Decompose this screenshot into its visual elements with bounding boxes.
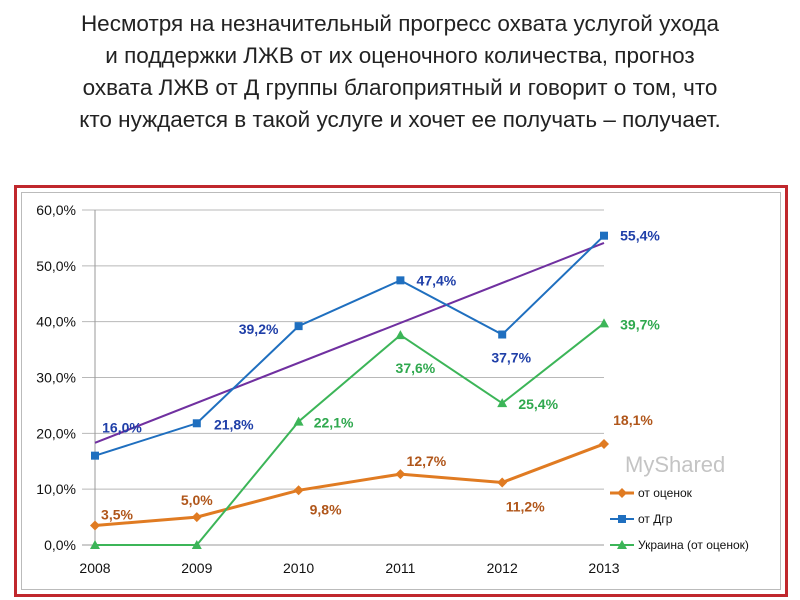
data-label: 37,7%	[491, 350, 531, 366]
triangle-marker	[497, 398, 508, 408]
data-label: 22,1%	[314, 415, 354, 431]
y-tick-label: 10,0%	[36, 481, 76, 497]
series-line	[95, 322, 605, 546]
data-label: 18,1%	[613, 412, 653, 428]
x-tick-label: 2010	[283, 560, 314, 576]
chart-frame	[14, 185, 788, 597]
x-tick-label: 2008	[79, 560, 110, 576]
square-marker	[294, 322, 303, 331]
data-label: 12,7%	[407, 453, 447, 469]
diamond-marker	[191, 512, 202, 523]
title-line: охвата ЛЖВ от Д группы благоприятный и г…	[82, 75, 718, 100]
data-label: 21,8%	[214, 416, 254, 432]
diamond-marker	[90, 520, 100, 531]
diamond-marker	[617, 488, 627, 498]
diamond-marker	[599, 438, 609, 449]
series-line	[94, 442, 605, 527]
data-label: 39,2%	[239, 321, 279, 337]
legend-label: Украина (от оценок)	[638, 538, 749, 552]
triangle-marker	[293, 416, 304, 426]
trendline	[94, 242, 605, 444]
y-tick-label: 0,0%	[44, 537, 76, 553]
y-tick-label: 50,0%	[36, 258, 76, 274]
diamond-marker	[395, 469, 406, 480]
x-tick-label: 2012	[487, 560, 518, 576]
square-marker	[91, 451, 99, 460]
square-marker	[600, 231, 608, 240]
title-line: и поддержки ЛЖВ от их оценочного количес…	[105, 43, 695, 68]
data-label: 47,4%	[417, 272, 457, 288]
x-tick-label: 2013	[588, 560, 619, 576]
data-label: 16,0%	[102, 420, 142, 436]
data-label: 3,5%	[101, 506, 133, 522]
square-marker	[618, 515, 626, 523]
watermark-logo: MyShared	[625, 452, 725, 477]
triangle-marker	[191, 540, 202, 549]
y-tick-label: 30,0%	[36, 370, 76, 386]
x-tick-label: 2009	[181, 560, 212, 576]
y-tick-label: 60,0%	[36, 202, 76, 218]
triangle-marker	[617, 540, 627, 549]
title-line: Несмотря на незначительный прогресс охва…	[80, 11, 720, 36]
triangle-marker	[395, 330, 406, 340]
square-marker	[396, 276, 405, 285]
y-tick-label: 40,0%	[36, 314, 76, 330]
triangle-marker	[90, 540, 100, 549]
data-label: 5,0%	[181, 492, 213, 508]
diamond-marker	[497, 477, 508, 488]
y-tick-label: 20,0%	[36, 425, 76, 441]
x-tick-label: 2011	[385, 560, 415, 576]
legend-label: от оценок	[638, 486, 693, 500]
title-line: кто нуждается в такой услуге и хочет ее …	[79, 107, 721, 132]
square-marker	[192, 419, 201, 428]
data-label: 9,8%	[310, 501, 342, 517]
data-label: 25,4%	[518, 396, 558, 412]
square-marker	[498, 330, 507, 339]
data-label: 39,7%	[620, 316, 660, 332]
data-label: 55,4%	[620, 228, 660, 244]
series-line	[94, 234, 605, 457]
legend-label: от Дгр	[638, 512, 673, 526]
diamond-marker	[293, 485, 304, 496]
data-label: 11,2%	[506, 498, 545, 514]
slide-title: Несмотря на незначительный прогресс охва…	[0, 8, 800, 136]
data-label: 37,6%	[396, 360, 436, 376]
triangle-marker	[599, 318, 609, 328]
